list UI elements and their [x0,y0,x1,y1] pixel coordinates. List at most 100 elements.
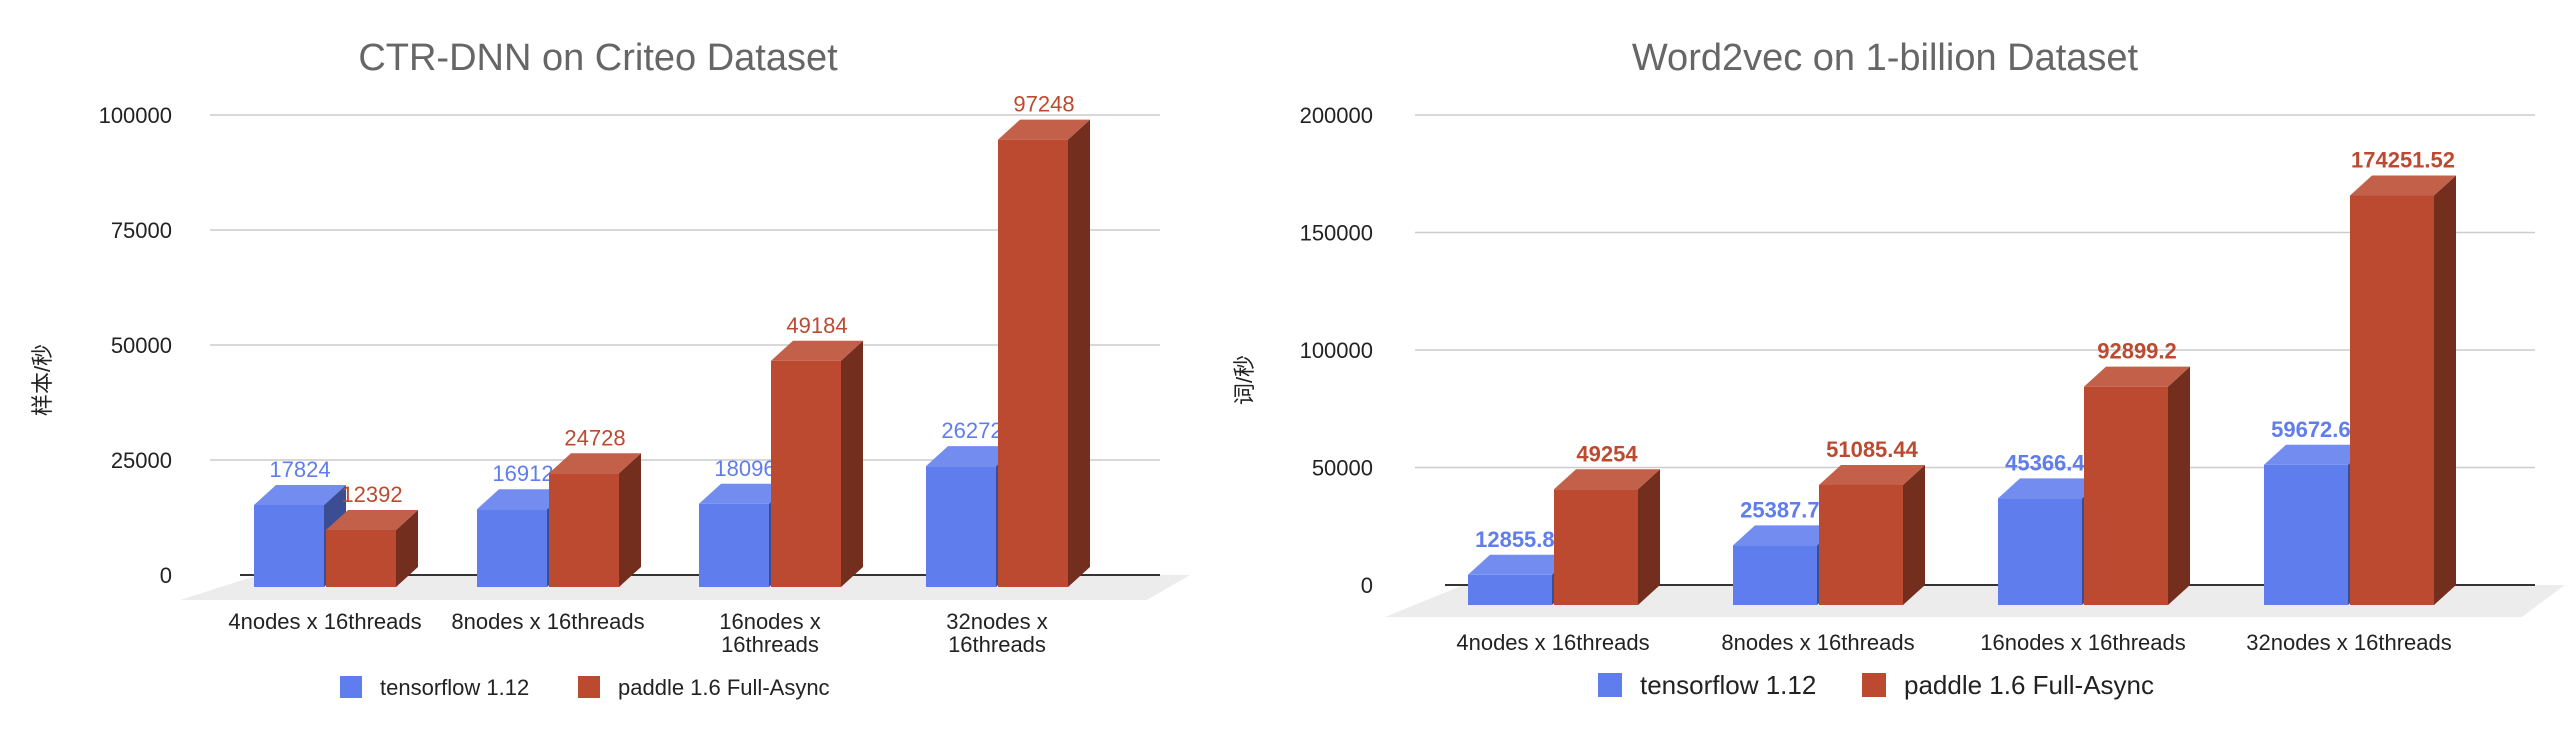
bar-side [2168,366,2190,605]
bar-front [1554,489,1638,605]
bar-paddle [2084,366,2190,605]
legend-label: paddle 1.6 Full-Async [1904,670,2154,700]
bar-paddle [549,453,641,587]
legend-swatch [1862,673,1886,697]
data-label: 12855.87 [1475,527,1567,552]
bar-top [549,453,641,474]
legend-label: tensorflow 1.12 [380,675,529,700]
data-label: 16912 [492,461,553,486]
bar-top [699,483,791,504]
data-label: 49254 [1576,441,1638,466]
bar-front [699,503,769,587]
y-axis-label: 样本/秒 [30,344,55,416]
y-tick-label: 75000 [111,218,172,243]
y-tick-label: 200000 [1300,103,1373,128]
bar-top [1468,554,1574,575]
bar-tensorflow [254,485,346,587]
y-tick-label: 50000 [111,333,172,358]
data-label: 45366.43 [2005,450,2097,475]
bar-top [998,119,1090,140]
bar-side [1638,469,1660,605]
bar-top [1998,478,2104,499]
category-label: 4nodes x 16threads [1456,630,1649,655]
category-label: 16threads [948,632,1046,657]
data-label: 12392 [341,482,402,507]
data-label: 49184 [786,313,847,338]
bar-side [1068,119,1090,587]
bar-top [1733,525,1839,546]
bar-paddle [771,340,863,587]
legend-swatch [1598,673,1622,697]
legend-item: paddle 1.6 Full-Async [1862,670,2154,700]
bar-front [2350,195,2434,606]
legend-swatch [340,676,362,698]
legend-item: paddle 1.6 Full-Async [578,675,830,700]
chart-1: CTR-DNN on Criteo Dataset 100000 75000 5000… [30,37,1190,700]
bar-front [1819,484,1903,605]
bar-front [2084,386,2168,605]
bar-top [926,446,1018,467]
data-label: 24728 [564,425,625,450]
bar-front [926,466,996,587]
y-tick-label: 0 [160,563,172,588]
bar-side [619,453,641,587]
legend-item: tensorflow 1.12 [340,675,529,700]
bar-paddle [1819,464,1925,605]
legend-label: paddle 1.6 Full-Async [618,675,830,700]
bar-front [2264,464,2348,605]
category-label: 4nodes x 16threads [228,609,421,634]
y-tick-label: 150000 [1300,221,1373,246]
category-label: 16nodes x [719,609,821,634]
bar-top [254,485,346,506]
bar-front [1998,498,2082,605]
bar-top [2350,175,2456,196]
bar-front [549,473,619,587]
y-tick-label: 100000 [1300,338,1373,363]
bar-paddle [998,119,1090,588]
bar-top [326,509,418,530]
bar-top [2084,366,2190,387]
category-label: 16threads [721,632,819,657]
bar-front [771,360,841,587]
bar-front [998,139,1068,588]
bar-top [1554,469,1660,490]
chart-title: CTR-DNN on Criteo Dataset [358,37,838,79]
category-label: 8nodes x 16threads [451,609,644,634]
bar-paddle [1554,469,1660,605]
bar-front [477,509,547,587]
bar-side [1903,464,1925,605]
bar-front [254,505,324,587]
legend-item: tensorflow 1.12 [1598,670,1816,700]
y-tick-label: 50000 [1312,456,1373,481]
bar-top [771,340,863,361]
bar-top [1819,464,1925,485]
data-label: 92899.2 [2097,339,2177,364]
bar-front [326,529,396,587]
bar-side [2434,175,2456,606]
chart-title: Word2vec on 1-billion Dataset [1632,37,2139,79]
y-axis-label: 词/秒 [1232,355,1257,405]
y-tick-label: 25000 [111,448,172,473]
legend-swatch [578,676,600,698]
data-label: 18096 [714,456,775,481]
chart-2: Word2vec on 1-billion Dataset 200000 15000… [1232,37,2565,700]
y-tick-label: 100000 [99,103,172,128]
category-label: 32nodes x 16threads [2246,630,2452,655]
bar-front [1468,574,1552,605]
category-label: 32nodes x [946,609,1048,634]
data-label: 25387.71 [1740,497,1832,522]
bar-paddle [2350,175,2456,606]
data-label: 51085.44 [1826,437,1919,462]
data-label: 26272 [941,418,1002,443]
bar-side [396,509,418,587]
data-label: 59672.64 [2271,417,2364,442]
bar-paddle [326,509,418,587]
bar-top [2264,444,2370,465]
data-label: 174251.52 [2351,148,2455,173]
bar-side [841,340,863,587]
bar-top [477,489,569,510]
category-label: 16nodes x 16threads [1980,630,2186,655]
bar-front [1733,545,1817,605]
data-label: 97248 [1013,92,1074,117]
